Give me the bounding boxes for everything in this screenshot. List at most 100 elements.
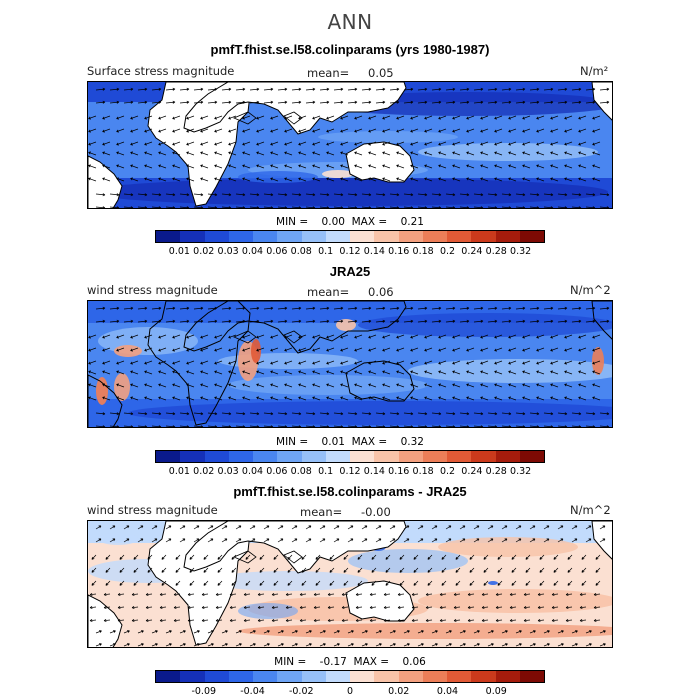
vector-arrow [298, 141, 307, 146]
vector-arrow [410, 115, 419, 120]
vector-arrow [441, 554, 447, 560]
vector-arrow [221, 193, 232, 197]
colorbar-swatch [253, 231, 278, 242]
vector-arrow [221, 525, 228, 530]
panel-3-title: pmfT.fhist.se.l58.colinparams - JRA25 [233, 484, 467, 499]
vector-arrow [165, 206, 176, 208]
vector-arrow [109, 538, 116, 543]
vector-arrow [284, 128, 293, 133]
vector-arrow [515, 425, 526, 427]
vector-arrow [473, 319, 484, 323]
vector-arrow [578, 177, 587, 182]
vector-arrow [529, 306, 540, 310]
vector-arrow [277, 425, 288, 427]
coastline [88, 374, 123, 427]
vector-arrow [235, 525, 242, 530]
vector-arrow [473, 425, 484, 427]
vector-arrow [459, 425, 470, 427]
vector-arrow [343, 554, 349, 560]
vector-arrow [452, 177, 461, 182]
colorbar-swatch [325, 231, 350, 242]
vector-arrow [355, 619, 363, 623]
vector-arrow [480, 151, 489, 156]
vector-arrow [585, 206, 596, 208]
vector-arrow [172, 141, 181, 146]
vector-arrow [357, 554, 363, 560]
vector-arrow [522, 141, 531, 146]
vector-arrow [102, 334, 111, 339]
vector-arrow [417, 87, 428, 91]
vector-arrow [553, 554, 559, 560]
vector-arrow [347, 193, 358, 197]
vector-arrow [217, 554, 223, 560]
vector-arrow [235, 630, 242, 634]
vector-arrow [263, 306, 274, 310]
vector-arrow [102, 115, 111, 120]
vector-arrow [551, 619, 559, 623]
vector-arrow [382, 177, 391, 182]
vector-arrow [95, 643, 102, 647]
vector-arrow [439, 606, 447, 610]
vector-arrow [95, 100, 106, 104]
colorbar-swatch [301, 231, 326, 242]
vector-arrow [431, 630, 438, 634]
vector-arrow [466, 370, 475, 375]
vector-arrow [95, 319, 106, 323]
vector-arrow [242, 383, 251, 388]
vector-arrow [214, 370, 223, 375]
vector-arrow [473, 412, 484, 416]
vector-arrow [469, 554, 475, 560]
vector-arrow [259, 554, 265, 560]
vector-arrow [256, 370, 265, 375]
vector-arrow [508, 347, 517, 352]
vector-arrow [193, 306, 204, 310]
vector-arrow [319, 319, 330, 323]
vector-arrow [585, 643, 592, 647]
vector-arrow [187, 593, 195, 597]
vector-arrow [397, 606, 405, 610]
vector-arrow [131, 619, 139, 623]
vector-arrow [229, 593, 237, 597]
vector-arrow [375, 525, 382, 530]
vector-arrow [217, 580, 223, 586]
vector-arrow [431, 525, 438, 530]
vector-arrow [95, 630, 102, 634]
vector-arrow [270, 370, 279, 375]
vector-arrow [473, 100, 484, 104]
vector-arrow [117, 593, 125, 597]
vector-arrow [511, 567, 517, 573]
panel-1-mean-label: mean= [307, 66, 350, 80]
vector-arrow [245, 580, 251, 586]
vector-arrow [88, 360, 97, 365]
vector-arrow [473, 87, 484, 91]
vector-arrow [193, 412, 204, 416]
vector-arrow [417, 630, 424, 634]
vector-arrow [550, 115, 559, 120]
vector-arrow [145, 619, 153, 623]
vector-arrow [214, 334, 223, 339]
vector-arrow [214, 396, 223, 401]
vector-arrow [585, 319, 596, 323]
vector-arrow [151, 643, 158, 647]
colorbar-swatch [228, 231, 253, 242]
vector-arrow [459, 630, 466, 634]
vector-arrow [88, 128, 97, 133]
vector-arrow [91, 580, 97, 586]
vector-arrow [578, 370, 587, 375]
vector-arrow [599, 412, 610, 416]
vector-arrow [508, 334, 517, 339]
vector-arrow [343, 580, 349, 586]
vector-arrow [312, 396, 321, 401]
vector-arrow [564, 164, 573, 169]
vector-arrow [368, 141, 377, 146]
vector-arrow [424, 141, 433, 146]
vector-arrow [438, 177, 447, 182]
vector-arrow [515, 100, 526, 104]
vector-arrow [543, 643, 550, 647]
vector-arrow [172, 177, 181, 182]
vector-arrow [109, 412, 120, 416]
vector-arrow [417, 306, 428, 310]
vector-arrow [550, 360, 559, 365]
vector-arrow [459, 306, 470, 310]
panel-1-field-label: Surface stress magnitude [87, 64, 235, 78]
